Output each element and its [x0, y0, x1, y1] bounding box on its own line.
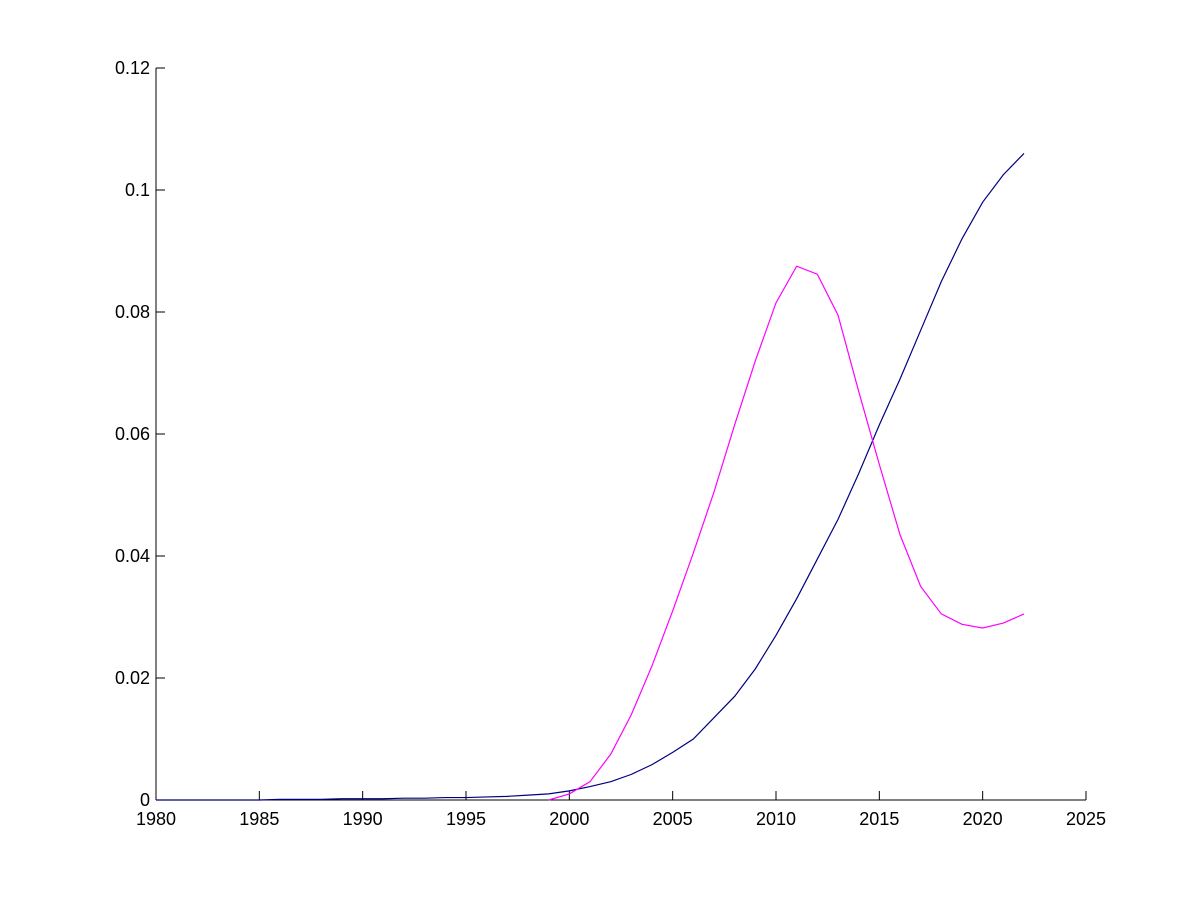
x-tick-label: 1995	[446, 809, 486, 829]
x-tick-label: 1990	[343, 809, 383, 829]
x-tick-label: 2015	[859, 809, 899, 829]
x-tick-label: 2020	[963, 809, 1003, 829]
y-tick-label: 0.02	[115, 668, 150, 688]
line-series	[548, 265, 1025, 801]
line-series	[156, 152, 1025, 801]
y-tick-label: 0.04	[115, 546, 150, 566]
x-tick-label: 2005	[653, 809, 693, 829]
y-tick-label: 0.08	[115, 302, 150, 322]
x-tick-label: 1980	[136, 809, 176, 829]
y-tick-label: 0.12	[115, 58, 150, 78]
x-tick-label: 2000	[549, 809, 589, 829]
y-tick-label: 0.06	[115, 424, 150, 444]
y-tick-label: 0.1	[125, 180, 150, 200]
x-tick-label: 2010	[756, 809, 796, 829]
y-tick-label: 0	[140, 790, 150, 810]
x-tick-label: 1985	[239, 809, 279, 829]
x-tick-label: 2025	[1066, 809, 1106, 829]
